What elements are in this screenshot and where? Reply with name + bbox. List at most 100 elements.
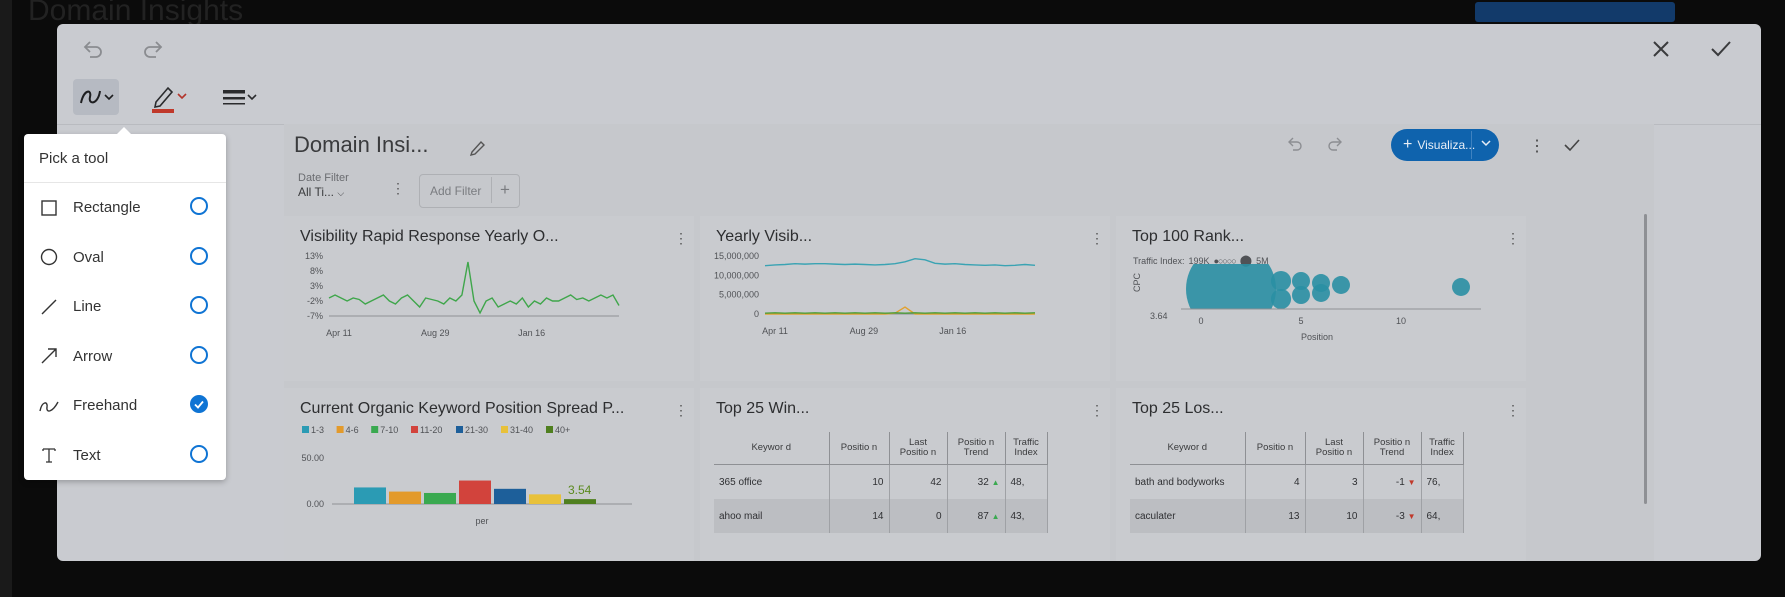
column-header[interactable]: Positio n: [1245, 432, 1306, 465]
tool-freehand[interactable]: Freehand: [24, 381, 226, 431]
tool-radio[interactable]: [190, 444, 208, 463]
legend-swatch: [302, 426, 309, 433]
card-more-icon[interactable]: ⋮: [1090, 402, 1104, 418]
column-header[interactable]: Positio n Trend: [947, 432, 1006, 465]
y-tick-label: 0.00: [306, 499, 324, 509]
dashboard-canvas[interactable]: Domain Insi... + Visualiza... ⋮ Date Fil…: [284, 124, 1654, 561]
legend-label: 7-10: [380, 425, 398, 435]
column-header[interactable]: Positio n Trend: [1363, 432, 1422, 465]
card-top100[interactable]: Top 100 Rank... ⋮ Traffic Index: 199K ●○…: [1116, 216, 1526, 381]
arrow-icon: [39, 346, 59, 366]
tool-arrow[interactable]: Arrow: [24, 332, 226, 382]
tool-radio[interactable]: [190, 246, 208, 265]
tool-oval[interactable]: Oval: [24, 233, 226, 283]
column-header[interactable]: Keywor d: [1130, 432, 1246, 465]
y-tick-label: 50.00: [301, 453, 324, 463]
freehand-icon: [39, 396, 59, 416]
y-tick-label: 13%: [305, 251, 323, 261]
column-header[interactable]: Keywor d: [714, 432, 830, 465]
column-header[interactable]: Traffic Index: [1005, 432, 1048, 465]
scrollbar[interactable]: [1644, 214, 1647, 504]
legend-swatch: [336, 426, 344, 433]
y-tick-label: 8%: [310, 266, 323, 276]
table-row[interactable]: bath and bodyworks 4 3 -1 ▼ 76,: [1130, 464, 1464, 499]
bubble-point: [1332, 276, 1350, 294]
table-row[interactable]: 365 office 10 42 32 ▲ 48,: [714, 464, 1048, 499]
legend-label: 1-3: [311, 425, 324, 435]
column-header[interactable]: Traffic Index: [1421, 432, 1464, 465]
bubble-point: [1270, 270, 1292, 292]
card-more-icon[interactable]: ⋮: [1506, 230, 1520, 246]
close-icon[interactable]: [1647, 36, 1675, 62]
freehand-icon: [80, 90, 114, 104]
check-icon[interactable]: [1707, 36, 1735, 62]
winners-table: Keywor d Positio n Last Positio n Positi…: [714, 432, 1048, 533]
series-line: [328, 261, 620, 315]
losers-table: Keywor d Positio n Last Positio n Positi…: [1130, 432, 1464, 533]
card-more-icon[interactable]: ⋮: [1090, 230, 1104, 246]
column-header[interactable]: Positio n: [829, 432, 890, 465]
active-tool-button[interactable]: [73, 79, 119, 115]
legend-swatch: [501, 426, 508, 433]
tool-text[interactable]: Text: [24, 431, 226, 481]
tool-line[interactable]: Line: [24, 282, 226, 332]
bubble-clip: [1178, 309, 1488, 359]
add-filter-button[interactable]: Add Filter +: [419, 174, 520, 208]
card-more-icon[interactable]: ⋮: [674, 402, 688, 418]
y-tick-label: 10,000,000: [714, 270, 759, 280]
line-width-icon[interactable]: [217, 81, 261, 115]
pen-color-button[interactable]: [147, 81, 191, 115]
card-spread[interactable]: Current Organic Keyword Position Spread …: [284, 388, 694, 561]
card-yearly[interactable]: Yearly Visib... ⋮ 15,000,000 10,000,000 5,…: [700, 216, 1110, 381]
dashboard-more-icon[interactable]: ⋮: [1529, 138, 1545, 155]
redo-icon[interactable]: [137, 36, 169, 62]
dashboard-undo-icon[interactable]: [1286, 136, 1304, 157]
tool-radio[interactable]: [190, 345, 208, 364]
visualize-button[interactable]: + Visualiza...: [1391, 129, 1499, 161]
legend-label: 4-6: [346, 425, 359, 435]
tool-radio-selected[interactable]: [190, 395, 208, 413]
column-header[interactable]: Last Positio n: [1305, 432, 1364, 465]
data-label: 3.54: [568, 483, 592, 497]
filter-more-icon[interactable]: ⋮: [391, 180, 405, 196]
table-row[interactable]: caculater 13 10 -3 ▼ 64,: [1130, 499, 1464, 533]
trend-up-icon: ▲: [991, 477, 1000, 487]
visibility-line-chart: 13% 8% 3% -2% -7%Apr 11 Aug 29 Jan 16: [305, 251, 620, 338]
bubble-point: [1270, 288, 1292, 310]
edit-title-icon[interactable]: [469, 138, 487, 161]
dashboard-redo-icon[interactable]: [1326, 136, 1344, 157]
tool-picker-header: Pick a tool: [24, 134, 226, 183]
chevron-down-icon[interactable]: [1480, 137, 1492, 149]
legend-label: 21-30: [465, 425, 488, 435]
oval-icon: [39, 247, 59, 267]
card-losers[interactable]: Top 25 Los... ⋮ Keywor d Positio n Last …: [1116, 388, 1526, 561]
chevron-down-icon: ⌵: [337, 188, 345, 198]
card-visibility[interactable]: Visibility Rapid Response Yearly O... ⋮ …: [284, 216, 694, 381]
series-line: [765, 306, 1035, 315]
x-tick-label: 10: [1396, 316, 1406, 326]
x-tick-label: Apr 11: [762, 326, 788, 336]
line-icon: [39, 297, 59, 317]
trend-down-icon: ▼: [1407, 511, 1416, 521]
tool-rectangle[interactable]: Rectangle: [24, 183, 226, 233]
card-title: Current Organic Keyword Position Spread …: [300, 400, 625, 417]
bubble-point: [1312, 284, 1330, 302]
tool-radio[interactable]: [190, 197, 208, 215]
card-more-icon[interactable]: ⋮: [1506, 402, 1520, 418]
y-tick-label: 0: [754, 309, 759, 319]
card-winners[interactable]: Top 25 Win... ⋮ Keywor d Positio n Last …: [700, 388, 1110, 561]
tool-picker: Pick a tool Rectangle Oval Line Arrow Fr…: [24, 127, 226, 481]
tool-radio[interactable]: [190, 296, 208, 314]
annotation-toolbar: [57, 24, 1761, 125]
undo-icon[interactable]: [77, 36, 109, 62]
table-row[interactable]: ahoo mail 14 0 87 ▲ 43,: [714, 499, 1048, 533]
rectangle-icon: [39, 198, 59, 218]
date-filter-dropdown[interactable]: All Ti... ⌵: [298, 185, 345, 199]
legend-swatch: [456, 426, 463, 433]
legend-label: 11-20: [420, 425, 442, 435]
card-title: Top 25 Los...: [1132, 400, 1224, 417]
card-more-icon[interactable]: ⋮: [674, 230, 688, 246]
column-header[interactable]: Last Positio n: [889, 432, 948, 465]
dashboard-check-icon[interactable]: [1564, 138, 1580, 157]
